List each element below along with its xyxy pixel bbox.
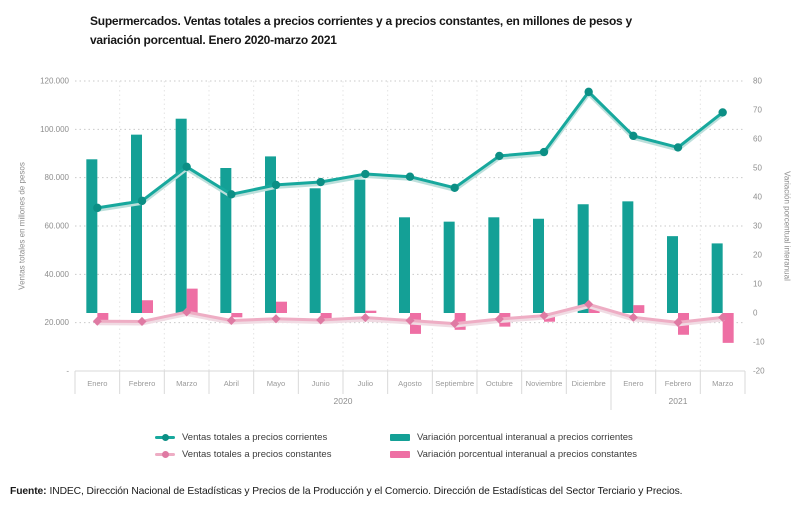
svg-text:10: 10 [753,280,762,289]
svg-text:100.000: 100.000 [40,125,69,134]
svg-text:Junio: Junio [312,379,330,388]
left-axis-title: Ventas totales en millones de pesos [17,162,27,290]
legend-label: Variación porcentual interanual a precio… [417,432,633,443]
bar-var-corrientes [533,218,544,313]
svg-text:-: - [66,367,69,376]
svg-text:Septiembre: Septiembre [435,379,474,388]
legend-item-variacion-corrientes: Variación porcentual interanual a precio… [390,431,715,444]
bar-var-corrientes [220,168,232,313]
bar-var-corrientes [667,236,678,313]
svg-text:70: 70 [753,106,762,115]
bar-var-constantes [276,301,287,313]
svg-text:Enero: Enero [87,379,107,388]
svg-text:Marzo: Marzo [176,379,197,388]
svg-text:20: 20 [753,251,762,260]
page-title-line-2: variación porcentual. Enero 2020-marzo 2… [90,32,337,47]
svg-text:40: 40 [753,193,762,202]
svg-text:Noviembre: Noviembre [526,379,563,388]
bar-var-corrientes [399,217,410,313]
svg-text:60: 60 [753,135,762,144]
bar-var-corrientes [711,243,723,313]
bar-var-constantes [633,305,645,313]
svg-text:-10: -10 [753,338,765,347]
svg-text:40.000: 40.000 [45,270,70,279]
bar-var-corrientes [309,188,321,313]
bar-var-constantes [365,310,377,313]
svg-text:-20: -20 [753,367,765,376]
axis-tick-labels: 120.000 100.000 80.000 60.000 40.000 20.000 - 8… [40,77,765,376]
bars [86,118,734,343]
svg-text:2021: 2021 [669,396,688,406]
bar-var-corrientes [265,156,276,313]
svg-text:80.000: 80.000 [45,173,70,182]
bar-var-constantes [231,313,243,318]
bar-var-corrientes [577,204,589,313]
line-corrientes [93,87,727,213]
svg-text:Abril: Abril [224,379,240,388]
source-label: Fuente: [10,486,47,497]
svg-text:Febrero: Febrero [665,379,692,388]
bar-var-corrientes [622,201,634,313]
source-text: INDEC, Dirección Nacional de Estadística… [49,486,683,497]
bar-var-constantes [588,308,600,313]
bar-var-constantes [454,313,466,330]
legend-item-ventas-corrientes: Ventas totales a precios corrientes [155,431,390,444]
svg-text:Agosto: Agosto [398,379,422,388]
bar-var-corrientes [488,217,500,313]
bar-marker-pink-icon [390,451,410,458]
bar-var-corrientes [354,179,366,313]
bar-var-constantes [320,313,332,319]
legend-column-lines: Ventas totales a precios corrientes Vent… [155,431,390,461]
bar-var-constantes [142,300,153,313]
x-axis-table: Enero Febrero Marzo Abril Mayo Junio Julio Agos… [74,370,746,410]
svg-text:80: 80 [753,77,762,86]
svg-text:120.000: 120.000 [40,77,69,86]
svg-text:Mayo: Mayo [267,379,286,388]
legend-item-ventas-constantes: Ventas totales a precios constantes [155,448,390,461]
legend: Ventas totales a precios corrientes Vent… [155,431,715,461]
bar-var-corrientes [175,118,187,313]
chart-canvas: 120.000 100.000 80.000 60.000 40.000 20.000 - 8… [40,77,765,410]
bar-var-corrientes [86,159,98,313]
svg-text:30: 30 [753,222,762,231]
legend-item-variacion-constantes: Variación porcentual interanual a precio… [390,448,715,461]
bar-marker-teal-icon [390,434,410,441]
svg-text:2020: 2020 [334,396,353,406]
bar-var-constantes [97,313,109,321]
legend-column-bars: Variación porcentual interanual a precio… [390,431,715,461]
svg-text:20.000: 20.000 [45,318,70,327]
svg-text:60.000: 60.000 [45,222,70,231]
svg-text:Marzo: Marzo [712,379,733,388]
source-note: Fuente: INDEC, Dirección Nacional de Esta… [10,486,795,497]
legend-label: Ventas totales a precios corrientes [182,432,328,443]
page-title: Supermercados. Ventas totales a precios … [90,12,632,49]
bar-var-constantes [722,313,734,343]
right-axis-title: Variación porcentual interanual [782,171,792,281]
bar-var-corrientes [443,221,455,313]
bar-var-constantes [186,288,198,313]
svg-text:Diciembre: Diciembre [572,379,606,388]
svg-text:Enero: Enero [623,379,643,388]
svg-text:0: 0 [753,309,758,318]
legend-label: Ventas totales a precios constantes [182,449,332,460]
page-title-line-1: Supermercados. Ventas totales a precios … [90,14,632,28]
legend-label: Variación porcentual interanual a precio… [417,449,638,460]
bar-var-corrientes [131,134,142,313]
line-marker-teal-icon [155,434,175,441]
svg-text:Julio: Julio [358,379,374,388]
svg-text:Febrero: Febrero [129,379,156,388]
svg-text:50: 50 [753,164,762,173]
svg-text:Octubre: Octubre [486,379,513,388]
line-marker-pink-icon [155,451,175,458]
